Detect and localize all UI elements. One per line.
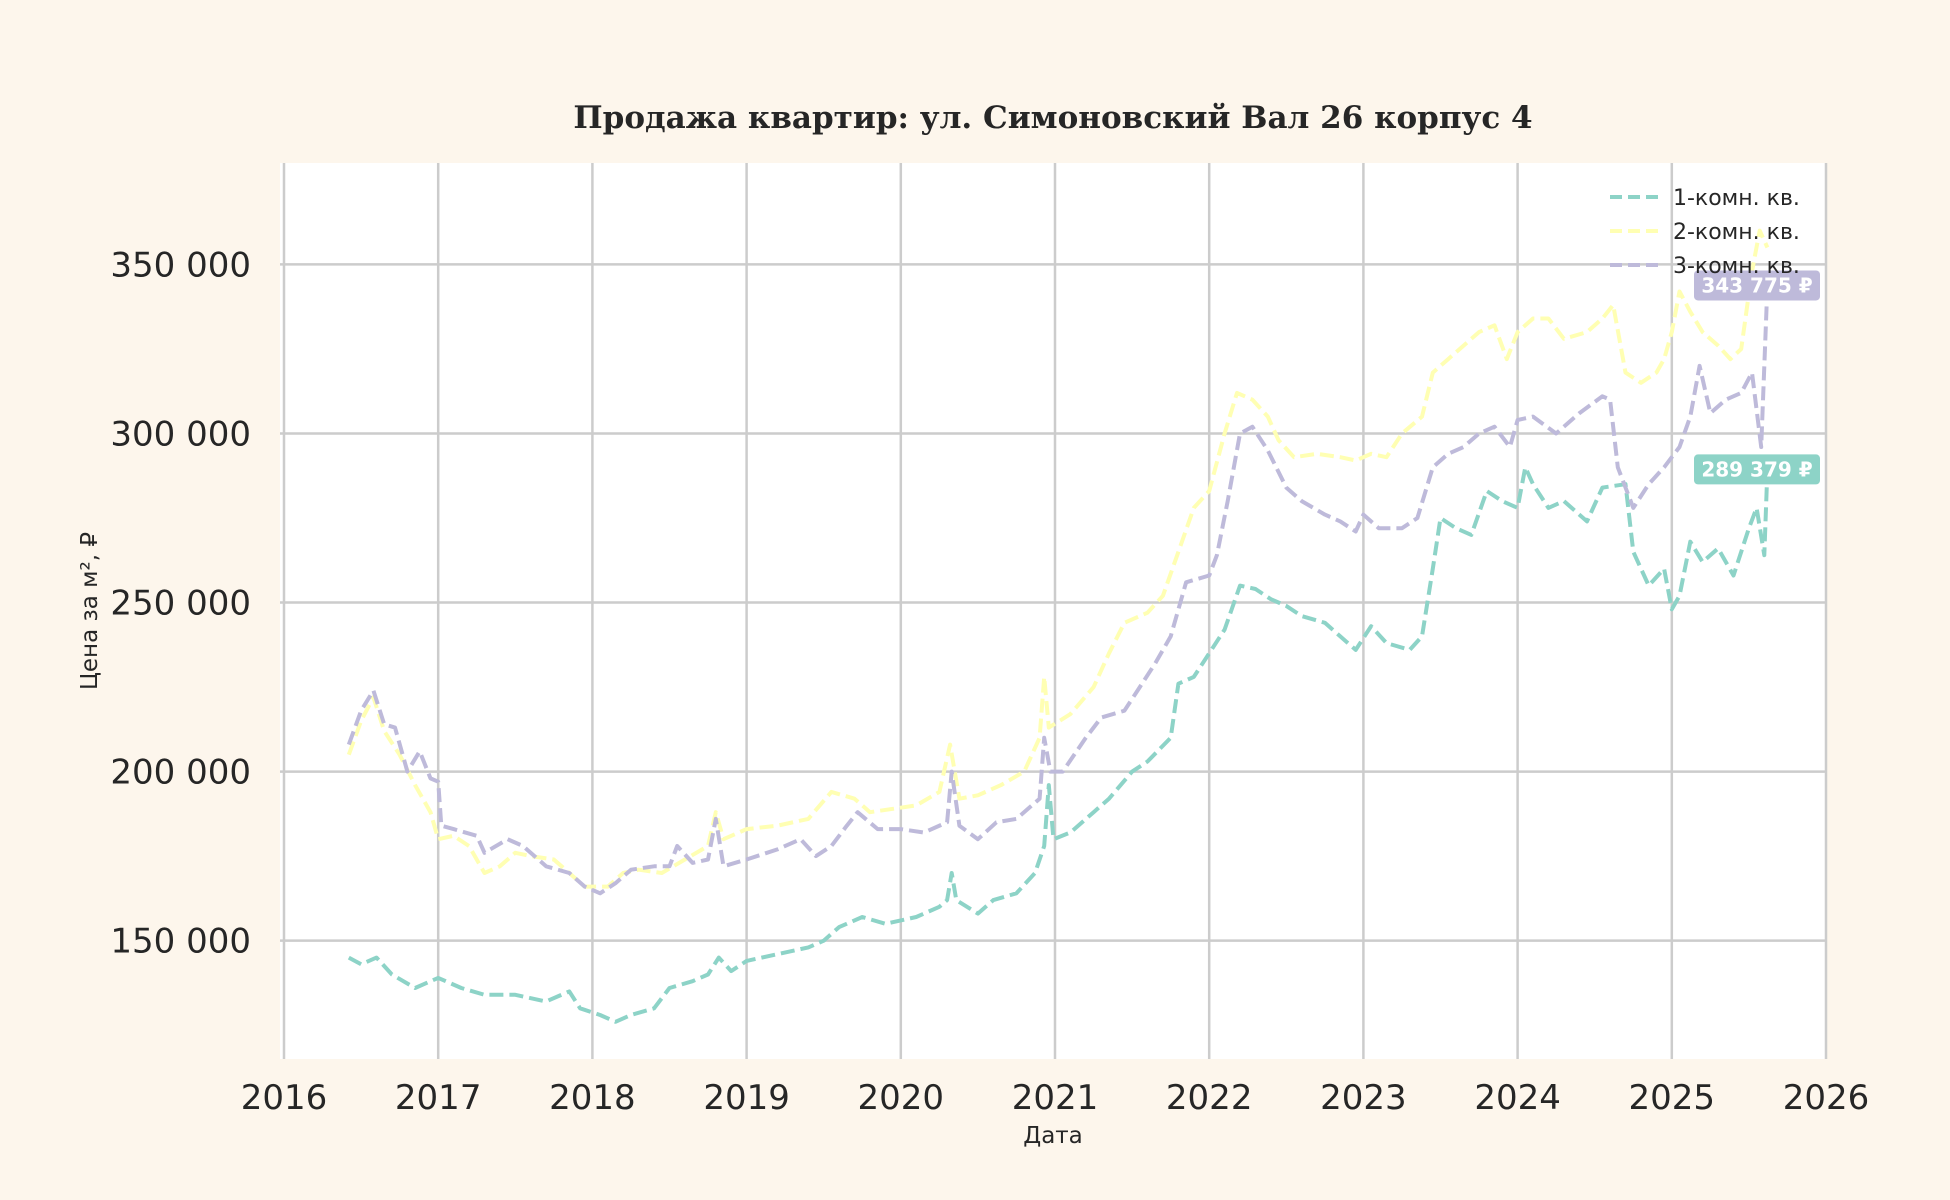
x-tick-label: 2025 [1629, 1078, 1716, 1118]
y-tick-label: 300 000 [110, 414, 251, 454]
end-label: 343 775 ₽ [1701, 273, 1812, 297]
legend-label: 1-комн. кв. [1673, 186, 1800, 211]
x-tick-label: 2023 [1320, 1078, 1407, 1118]
x-axis-label: Дата [1023, 1123, 1083, 1149]
x-tick-label: 2026 [1783, 1078, 1870, 1118]
y-tick-label: 200 000 [110, 753, 251, 793]
y-tick-label: 250 000 [110, 584, 251, 624]
y-tick-label: 350 000 [110, 245, 251, 285]
series-lines [346, 228, 1770, 1024]
end-label-badge [1694, 454, 1820, 485]
end-label-badge [1694, 270, 1820, 301]
x-tick-label: 2021 [1012, 1078, 1099, 1118]
end-labels: 289 379 ₽ 343 775 ₽ [1694, 270, 1820, 485]
x-tick-label: 2024 [1474, 1078, 1561, 1118]
x-tick-label: 2018 [549, 1078, 636, 1118]
x-tick-label: 2022 [1166, 1078, 1253, 1118]
x-tick-label: 2019 [703, 1078, 790, 1118]
series-line [347, 465, 1770, 1024]
end-label: 289 379 ₽ [1701, 457, 1812, 481]
y-tick-label: 150 000 [110, 922, 251, 962]
x-tick-label: 2016 [241, 1078, 328, 1118]
chart-title: Продажа квартир: ул. Симоновский Вал 26 … [573, 100, 1532, 136]
x-tick-label: 2017 [395, 1078, 482, 1118]
axis-ticks: 2016 2017 2018 2019 2020 2021 2022 2023 2024 2025… [110, 245, 1869, 1118]
x-tick-label: 2020 [858, 1078, 945, 1118]
legend-label: 3-комн. кв. [1673, 254, 1800, 279]
series-line [346, 285, 1770, 896]
legend-label: 2-комн. кв. [1673, 220, 1800, 245]
legend: 1-комн. кв. 2-комн. кв. 3-комн. кв. [1610, 186, 1800, 279]
plot-area [280, 163, 1826, 1059]
y-axis-label: Цена за м², ₽ [77, 532, 103, 690]
